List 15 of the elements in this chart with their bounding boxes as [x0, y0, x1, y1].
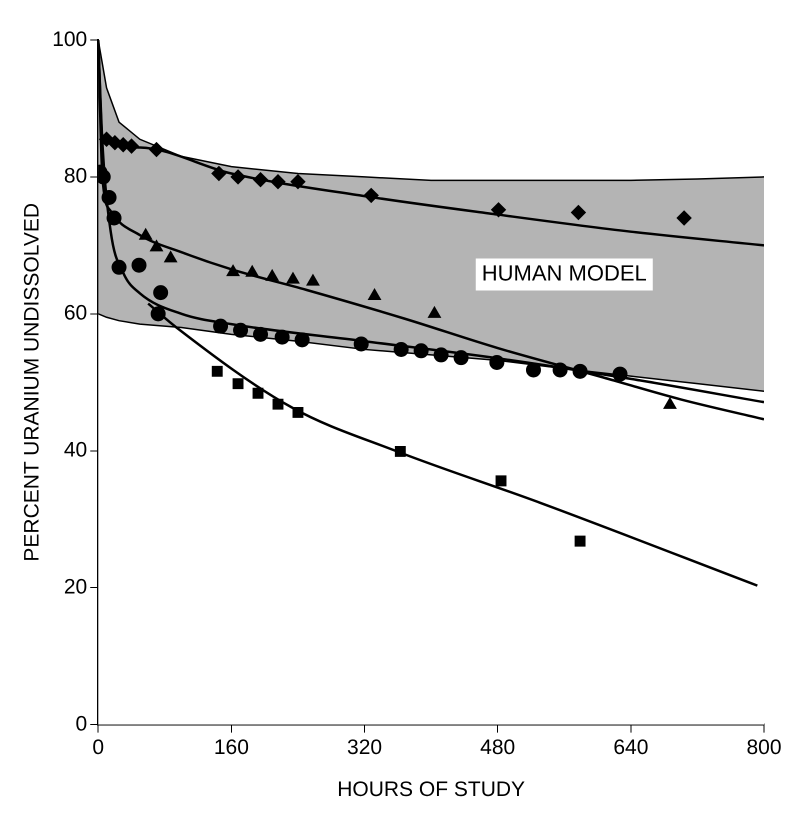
y-tick-label: 100: [52, 28, 88, 51]
y-tick-label: 0: [76, 712, 88, 736]
x-tick-label: 160: [214, 736, 249, 759]
x-tick-label: 320: [347, 736, 382, 759]
x-tick-label: 640: [613, 736, 648, 759]
y-axis-title: PERCENT URANIUM UNDISSOLVED: [20, 202, 44, 562]
x-tick-label: 480: [480, 736, 516, 759]
x-axis-title: HOURS OF STUDY: [337, 778, 526, 802]
x-tick-label: 800: [746, 736, 782, 759]
y-tick-label: 40: [64, 438, 88, 462]
y-tick-label: 80: [64, 164, 88, 188]
series-label: HUMAN MODEL: [482, 260, 647, 286]
y-tick-label: 60: [64, 302, 88, 325]
x-tick-label: 0: [92, 736, 104, 759]
y-tick-label: 20: [64, 575, 88, 598]
